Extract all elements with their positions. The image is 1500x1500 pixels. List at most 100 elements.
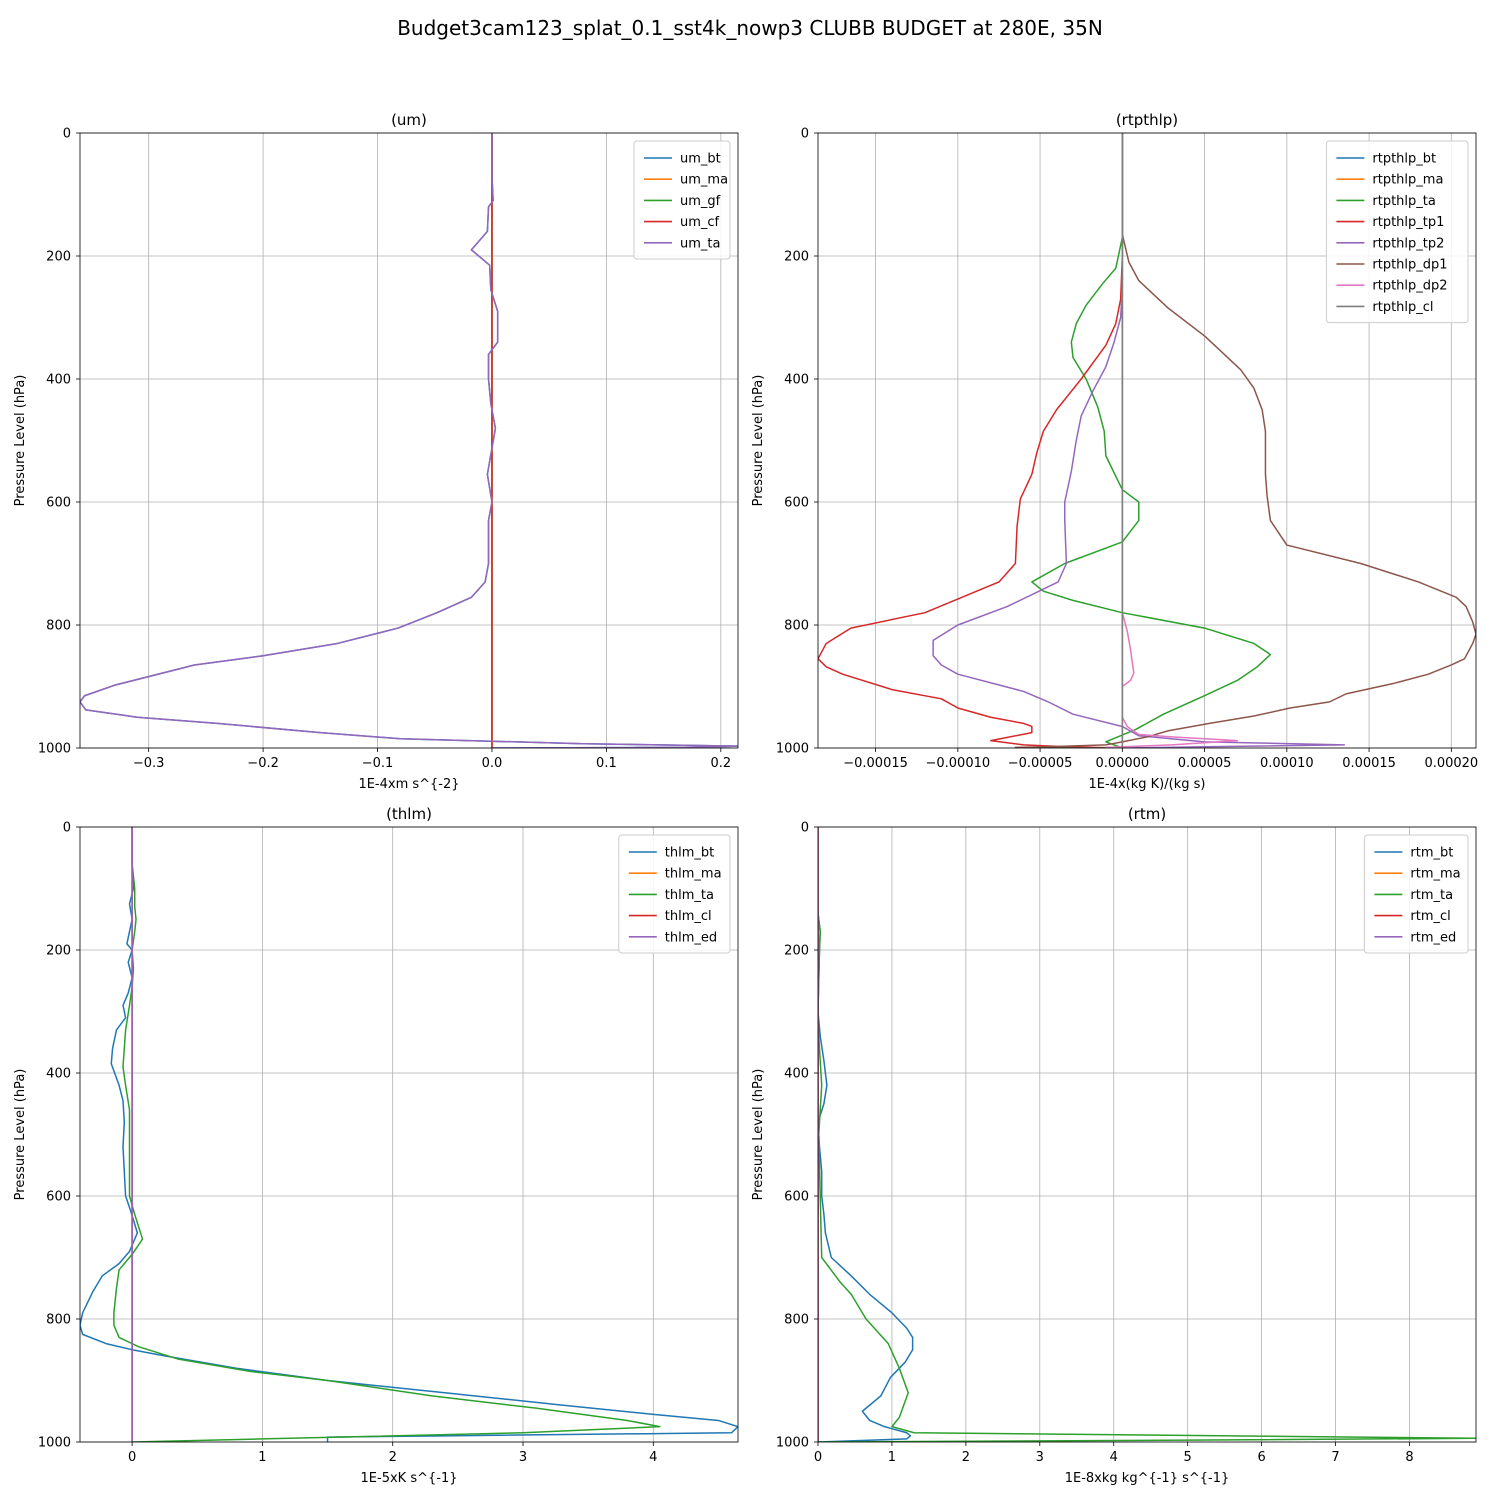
series-group xyxy=(80,827,738,1442)
legend-label: thlm_bt xyxy=(665,846,714,861)
y-axis-label: Pressure Level (hPa) xyxy=(751,1069,766,1201)
y-tick-label: 1000 xyxy=(38,1436,71,1451)
axes-frame xyxy=(79,132,739,749)
figure-suptitle: Budget3cam123_splat_0.1_sst4k_nowp3 CLUB… xyxy=(397,16,1103,40)
x-tick-label: 2 xyxy=(962,1450,970,1465)
legend-label: um_gf xyxy=(680,194,721,209)
legend-label: rtpthlp_dp1 xyxy=(1372,258,1447,273)
y-tick-label: 400 xyxy=(46,1067,71,1082)
legend-box xyxy=(1325,140,1469,324)
x-axis-label: 1E-4x(kg K)/(kg s) xyxy=(1089,777,1206,792)
x-tick-label: −0.3 xyxy=(133,756,165,771)
x-tick-label: 0.00010 xyxy=(1260,756,1314,771)
y-tick-label: 1000 xyxy=(776,742,809,757)
axes-frame xyxy=(817,132,1477,749)
x-tick-label: −0.00010 xyxy=(925,756,990,771)
series-line-rtm_ta xyxy=(818,913,1476,1442)
y-tick-label: 800 xyxy=(46,1313,71,1328)
series-line-um_ta xyxy=(80,133,738,748)
x-tick-label: 8 xyxy=(1405,1450,1413,1465)
y-tick-label: 1000 xyxy=(776,1436,809,1451)
x-axis-label: 1E-4xm s^{-2} xyxy=(358,777,459,792)
y-tick-label: 200 xyxy=(46,944,71,959)
y-axis-label: Pressure Level (hPa) xyxy=(751,375,766,507)
y-tick-label: 200 xyxy=(46,250,71,265)
x-tick-label: 0.0 xyxy=(482,756,503,771)
legend-box xyxy=(633,140,731,260)
legend: thlm_bt thlm_ma thlm_ta thlm_cl thlm_ed xyxy=(618,834,731,954)
panel-title: (thlm) xyxy=(386,805,432,823)
panel-title: (rtpthlp) xyxy=(1116,111,1178,129)
legend-label: rtpthlp_cl xyxy=(1372,300,1433,315)
panel-thlm: 0 1 2 3 4 0 200 400 600 800 1000 (thlm) 1E-5xK s^{-1… xyxy=(13,805,739,1486)
legend: um_bt um_ma um_gf um_cf um_ta xyxy=(633,140,731,260)
series-line-rtpthlp_dp1 xyxy=(1014,133,1476,748)
x-tick-label: 4 xyxy=(1110,1450,1118,1465)
series-line-thlm_bt xyxy=(80,827,738,1442)
legend-label: rtm_cl xyxy=(1410,909,1450,924)
legend-label: um_ta xyxy=(680,236,720,251)
y-tick-label: 600 xyxy=(46,1190,71,1205)
panel-rtm: 0 1 2 3 4 5 6 7 8 0 200 400 600 800 1000 (rtm) 1E-8xkg k… xyxy=(751,805,1477,1486)
series-line-rtpthlp_tp1 xyxy=(818,133,1124,748)
legend-label: rtpthlp_dp2 xyxy=(1372,279,1447,294)
y-tick-label: 200 xyxy=(784,944,809,959)
x-tick-label: 2 xyxy=(389,1450,397,1465)
x-tick-label: 0.1 xyxy=(596,756,617,771)
y-tick-label: 400 xyxy=(784,1067,809,1082)
legend-label: um_bt xyxy=(680,152,721,167)
x-tick-label: 1 xyxy=(888,1450,896,1465)
y-tick-label: 0 xyxy=(63,821,71,836)
y-tick-label: 400 xyxy=(784,373,809,388)
x-tick-label: 1 xyxy=(258,1450,266,1465)
legend-label: um_cf xyxy=(680,215,720,230)
legend-label: rtpthlp_bt xyxy=(1372,152,1436,167)
x-tick-label: −0.2 xyxy=(247,756,279,771)
x-tick-label: −0.00015 xyxy=(843,756,908,771)
legend-label: rtpthlp_tp1 xyxy=(1372,215,1444,230)
x-tick-label: 0 xyxy=(814,1450,822,1465)
x-tick-label: 0.00000 xyxy=(1095,756,1149,771)
legend-label: thlm_cl xyxy=(665,909,712,924)
panel-title: (um) xyxy=(391,111,427,129)
legend-label: rtm_ma xyxy=(1410,867,1460,882)
y-axis-label: Pressure Level (hPa) xyxy=(13,1069,28,1201)
y-axis-label: Pressure Level (hPa) xyxy=(13,375,28,507)
series-line-rtm_bt xyxy=(818,913,914,1442)
legend-label: thlm_ma xyxy=(665,867,722,882)
axes-frame xyxy=(79,826,739,1443)
x-tick-label: −0.00005 xyxy=(1008,756,1073,771)
x-tick-label: 0.2 xyxy=(710,756,731,771)
y-tick-label: 400 xyxy=(46,373,71,388)
y-tick-label: 600 xyxy=(46,496,71,511)
legend-box xyxy=(618,834,731,954)
x-axis-label: 1E-5xK s^{-1} xyxy=(361,1471,458,1486)
y-tick-label: 800 xyxy=(784,619,809,634)
legend-label: thlm_ta xyxy=(665,888,714,903)
x-axis-label: 1E-8xkg kg^{-1} s^{-1} xyxy=(1065,1471,1230,1486)
x-tick-label: 4 xyxy=(649,1450,657,1465)
x-tick-label: 3 xyxy=(1036,1450,1044,1465)
y-tick-label: 600 xyxy=(784,1190,809,1205)
legend: rtm_bt rtm_ma rtm_ta rtm_cl rtm_ed xyxy=(1363,834,1469,954)
y-tick-label: 0 xyxy=(63,127,71,142)
y-tick-label: 800 xyxy=(784,1313,809,1328)
x-tick-label: 0 xyxy=(128,1450,136,1465)
y-tick-label: 600 xyxy=(784,496,809,511)
x-tick-label: 5 xyxy=(1184,1450,1192,1465)
legend-label: um_ma xyxy=(680,173,728,188)
series-line-rtpthlp_tp2 xyxy=(932,133,1346,748)
legend-box xyxy=(1363,834,1469,954)
legend-label: rtm_bt xyxy=(1410,846,1453,861)
y-tick-label: 0 xyxy=(801,127,809,142)
y-tick-label: 200 xyxy=(784,250,809,265)
legend-label: rtpthlp_ma xyxy=(1372,173,1443,188)
series-group xyxy=(80,133,738,748)
legend-label: rtpthlp_tp2 xyxy=(1372,236,1444,251)
x-tick-label: −0.1 xyxy=(362,756,394,771)
legend-label: rtm_ta xyxy=(1410,888,1453,903)
panel-rtpthlp: −0.00015 −0.00010 −0.00005 0.00000 0.00005 0.… xyxy=(751,111,1478,792)
axes-frame xyxy=(817,826,1477,1443)
x-tick-label: 6 xyxy=(1257,1450,1265,1465)
